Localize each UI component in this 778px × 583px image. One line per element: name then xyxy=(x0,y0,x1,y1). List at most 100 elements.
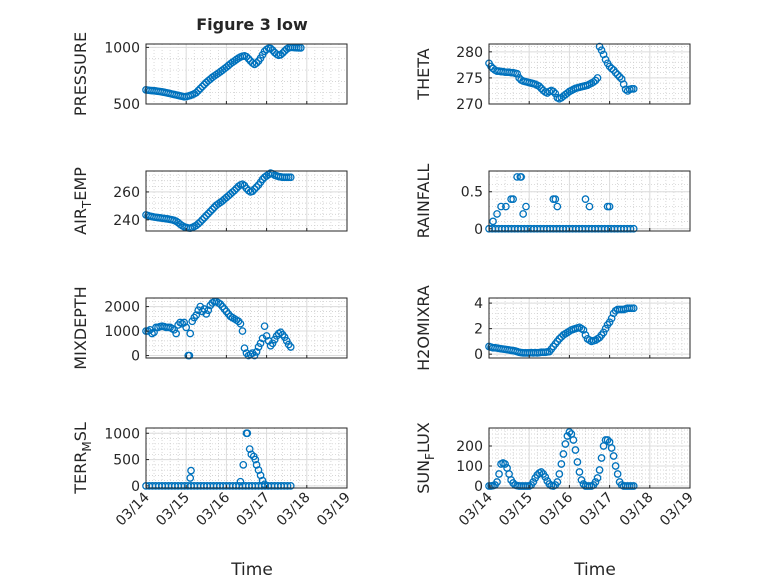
data-point xyxy=(629,304,638,313)
data-point xyxy=(266,44,275,53)
data-point xyxy=(611,68,620,77)
y-tick-label: 500 xyxy=(113,97,140,113)
data-point xyxy=(555,335,564,343)
data-point xyxy=(551,195,560,203)
data-point xyxy=(609,452,618,460)
subplot-mixdepth: 0 1000 2000 MIXDEPTH xyxy=(71,286,348,370)
y-tick-label: 280 xyxy=(456,45,483,61)
axes-box xyxy=(145,43,348,105)
data-point xyxy=(629,224,638,233)
y-tick-label: 240 xyxy=(113,213,140,229)
figure-title: Figure 3 low xyxy=(196,15,308,34)
data-point xyxy=(495,470,503,478)
data-point xyxy=(252,59,261,67)
data-point xyxy=(187,466,195,475)
y-tick-label: 200 xyxy=(456,439,483,455)
data-point xyxy=(493,478,501,486)
data-point xyxy=(252,183,261,191)
data-point xyxy=(513,173,521,181)
data-point xyxy=(242,52,251,61)
data-point xyxy=(200,80,209,89)
data-point xyxy=(202,211,211,220)
data-point xyxy=(196,302,205,311)
data-point xyxy=(555,470,564,478)
data-point xyxy=(228,188,237,197)
data-point xyxy=(194,219,203,228)
data-point xyxy=(204,209,213,218)
data-point xyxy=(589,78,598,86)
data-point xyxy=(509,195,517,203)
axes-box xyxy=(488,427,691,489)
data-point xyxy=(244,54,253,63)
data-point xyxy=(581,331,590,339)
data-point xyxy=(573,458,582,466)
data-point xyxy=(188,317,197,326)
data-point xyxy=(194,86,203,95)
data-point xyxy=(595,466,604,474)
y-axis-label: SUNFLUX xyxy=(414,422,437,494)
y-tick-label: 100 xyxy=(456,459,483,475)
data-point xyxy=(251,455,260,464)
data-point xyxy=(239,460,248,469)
y-tick-label: 0.5 xyxy=(461,185,483,201)
y-tick-label: 0 xyxy=(474,347,483,363)
data-point xyxy=(243,429,252,438)
data-point xyxy=(182,323,191,332)
y-axis-label: MIXDEPTH xyxy=(71,286,90,369)
data-point xyxy=(559,450,568,458)
y-axis-label: H2OMIXRA xyxy=(414,285,433,371)
data-point xyxy=(240,344,249,353)
subplot-theta: 270 275 280 THETA xyxy=(414,42,691,113)
data-point xyxy=(250,351,259,360)
data-point xyxy=(236,477,245,486)
axes-box xyxy=(145,427,348,489)
axes-box xyxy=(488,297,691,359)
y-axis-label: AIRTEMP xyxy=(71,167,94,235)
y-tick-label: 0 xyxy=(131,349,140,365)
x-axis-label-right: Time xyxy=(573,560,616,580)
data-point xyxy=(571,446,580,454)
plot-area xyxy=(489,44,690,104)
data-point xyxy=(196,84,205,93)
data-point xyxy=(204,306,213,315)
data-point xyxy=(172,329,180,338)
data-point xyxy=(200,305,209,313)
data-point xyxy=(593,474,602,482)
axes-box xyxy=(145,297,348,359)
data-point xyxy=(613,70,622,79)
axes-box xyxy=(145,170,348,232)
data-point xyxy=(282,337,291,345)
y-tick-label: 2000 xyxy=(104,300,140,316)
data-point xyxy=(581,195,590,203)
y-tick-label: 0 xyxy=(131,479,140,495)
data-point xyxy=(561,440,570,448)
y-tick-label: 275 xyxy=(456,71,483,87)
data-point xyxy=(248,187,257,196)
data-point xyxy=(238,327,247,335)
data-point xyxy=(591,478,600,486)
data-point xyxy=(256,339,265,348)
y-tick-label: 260 xyxy=(113,185,140,201)
data-point xyxy=(626,224,635,233)
subplot-rainfall: 0 0.5 RAINFALL xyxy=(414,164,691,238)
data-point xyxy=(607,64,616,73)
y-axis-label: PRESSURE xyxy=(71,32,90,116)
plot-area xyxy=(146,428,347,488)
data-point xyxy=(254,343,263,351)
data-point xyxy=(202,310,211,318)
data-point xyxy=(250,185,259,193)
data-point xyxy=(551,89,560,98)
data-point xyxy=(268,339,277,348)
data-point xyxy=(629,482,638,490)
data-point xyxy=(286,482,295,490)
data-point xyxy=(186,329,195,338)
data-point xyxy=(613,470,622,478)
data-point xyxy=(270,335,279,344)
plot-area xyxy=(489,171,690,231)
data-point xyxy=(502,202,510,211)
y-axis-label: THETA xyxy=(414,48,433,100)
y-tick-label: 1000 xyxy=(104,324,140,340)
data-point xyxy=(198,215,207,224)
data-point xyxy=(517,173,526,181)
